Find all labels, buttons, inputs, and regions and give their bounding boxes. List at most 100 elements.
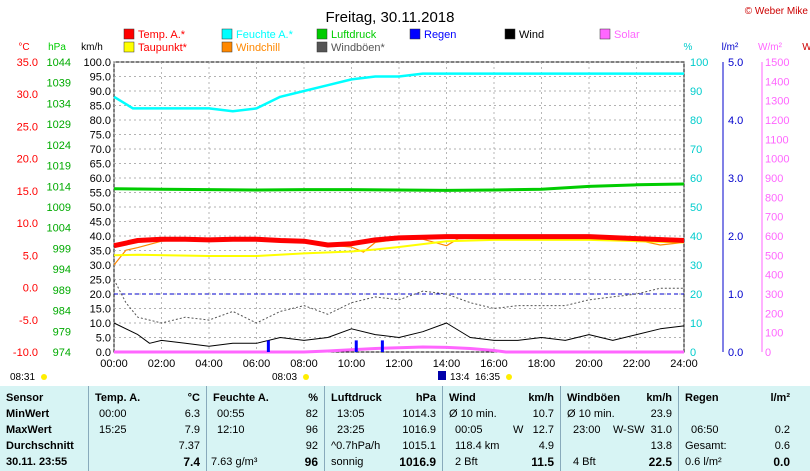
pressure-tick-label: 999: [53, 243, 71, 255]
temp-min-time: 00:00: [99, 408, 127, 420]
humidity-tick-label: 0: [690, 347, 696, 359]
time-tick-label: 06:00: [243, 358, 271, 370]
wind-tick-label: 35.0: [90, 246, 111, 258]
rain-bar: [380, 340, 384, 352]
sensor-min-label: MinWert: [6, 408, 50, 420]
solar-tick-label: 100: [765, 328, 783, 340]
axis-unit-label: %: [684, 42, 693, 53]
temp-tick-label: 15.0: [17, 186, 38, 198]
gust-avg10-value: 23.9: [650, 408, 672, 420]
pressure-trend: ^0.7hPa/h: [331, 440, 381, 452]
solar-tick-label: 900: [765, 173, 783, 185]
legend-swatch: [221, 41, 233, 53]
axis-unit-label: hPa: [48, 42, 66, 53]
solar-tick-label: 500: [765, 250, 783, 262]
wind-tick-label: 10.0: [90, 318, 111, 330]
series-taupunkt: [113, 238, 685, 257]
temp-tick-label: 5.0: [23, 250, 38, 262]
wind-tick-label: 30.0: [90, 260, 111, 272]
series-temp-a: [113, 234, 685, 249]
time-tick-label: 24:00: [670, 358, 698, 370]
time-tick-label: 14:00: [433, 358, 461, 370]
humidity-current-value: 96: [304, 455, 318, 469]
sensor-current-label: 30.11. 23:55: [6, 456, 68, 468]
legend-swatch: [504, 28, 516, 40]
time-tick-label: 10:00: [338, 358, 366, 370]
sunset-marker: 16:35: [475, 372, 500, 383]
legend-label: Regen: [424, 29, 456, 41]
humidity-tick-label: 70: [690, 144, 702, 156]
separator: [206, 386, 207, 471]
pressure-tick-label: 984: [53, 306, 71, 318]
temp-tick-label: 20.0: [17, 154, 38, 166]
pressure-tick-label: 1014: [47, 181, 71, 193]
legend-swatch: [123, 41, 135, 53]
series-windb-en: [113, 279, 684, 324]
wind-tick-label: 80.0: [90, 115, 111, 127]
humidity-unit: %: [308, 392, 318, 404]
humidity-header: Feuchte A.: [213, 392, 269, 404]
humidity-min-value: 82: [305, 408, 318, 420]
pressure-header: Luftdruck: [331, 392, 382, 404]
rain-current-value: 0.0: [773, 455, 790, 469]
wind-tick-label: 95.0: [90, 72, 111, 84]
solar-tick-label: 400: [765, 270, 783, 282]
legend-swatch: [316, 41, 328, 53]
sensor-avg-label: Durchschnitt: [6, 440, 74, 452]
wind-tick-label: 60.0: [90, 173, 111, 185]
separator: [442, 386, 443, 471]
axis-unit-label: °C: [18, 42, 29, 53]
solar-tick-label: 0: [765, 347, 771, 359]
sensor-max-label: MaxWert: [6, 424, 52, 436]
rain-bars: [266, 340, 384, 352]
rain-max-value: 0.2: [774, 424, 790, 436]
wind-avg-value: 4.9: [538, 440, 554, 452]
pressure-tick-label: 1029: [47, 119, 71, 131]
wind-tick-label: 15.0: [90, 304, 111, 316]
separator: [88, 386, 89, 471]
temp-tick-label: 10.0: [17, 218, 38, 230]
time-tick-label: 18:00: [528, 358, 556, 370]
rain-tick-label: 1.0: [728, 289, 743, 301]
sun-markers: 08:31 08:03 13:4 16:35: [10, 371, 512, 383]
gust-max-value: 31.0: [650, 424, 672, 436]
temp-max-time: 15:25: [99, 424, 127, 436]
humidity-tick-label: 90: [690, 86, 702, 98]
series-feuchte-a: [113, 72, 684, 113]
temp-tick-label: 30.0: [17, 89, 38, 101]
sun-icon: [303, 374, 309, 380]
pressure-tick-label: 1044: [47, 57, 71, 69]
pressure-tick-label: 1039: [47, 78, 71, 90]
separator: [324, 386, 325, 471]
pressure-tick-label: 974: [53, 347, 71, 359]
time-tick-label: 22:00: [623, 358, 651, 370]
legend-label: Feuchte A.*: [236, 29, 294, 41]
temp-tick-label: 35.0: [17, 57, 38, 69]
axis-unit-label: l/m²: [722, 42, 739, 53]
wind-tick-label: 0.0: [96, 347, 111, 359]
wind-max-time: 00:05: [455, 424, 483, 436]
temp-tick-label: 25.0: [17, 121, 38, 133]
wind-tick-label: 40.0: [90, 231, 111, 243]
pressure-tick-label: 994: [53, 264, 71, 276]
separator: [678, 386, 679, 471]
humidity-abs: 7.63 g/m³: [211, 456, 258, 468]
wind-avg10-value: 10.7: [532, 408, 554, 420]
gust-bft: 4 Bft: [573, 456, 596, 468]
pressure-tick-label: 1004: [47, 223, 71, 235]
gust-max-direction: W-SW: [613, 424, 645, 436]
rain-tick-label: 2.0: [728, 231, 743, 243]
solar-tick-label: 600: [765, 231, 783, 243]
rain-header: Regen: [685, 392, 719, 404]
pressure-unit: hPa: [415, 392, 436, 404]
humidity-tick-label: 20: [690, 289, 702, 301]
rain-max-time: 06:50: [691, 424, 719, 436]
humidity-tick-label: 50: [690, 202, 702, 214]
sensor-header: Sensor: [6, 392, 44, 404]
rain-tick-label: 0.0: [728, 347, 743, 359]
wind-tick-label: 25.0: [90, 275, 111, 287]
solar-tick-label: 1100: [765, 134, 789, 146]
stats-pressure-column: Luftdruck hPa 13:05 1014.3 23:25 1016.9 ^0.…: [325, 386, 442, 471]
rain-tick-label: 3.0: [728, 173, 743, 185]
stats-gust-column: Windböen km/h Ø 10 min. 23.9 23:00 W-SW 31.0…: [561, 386, 678, 471]
